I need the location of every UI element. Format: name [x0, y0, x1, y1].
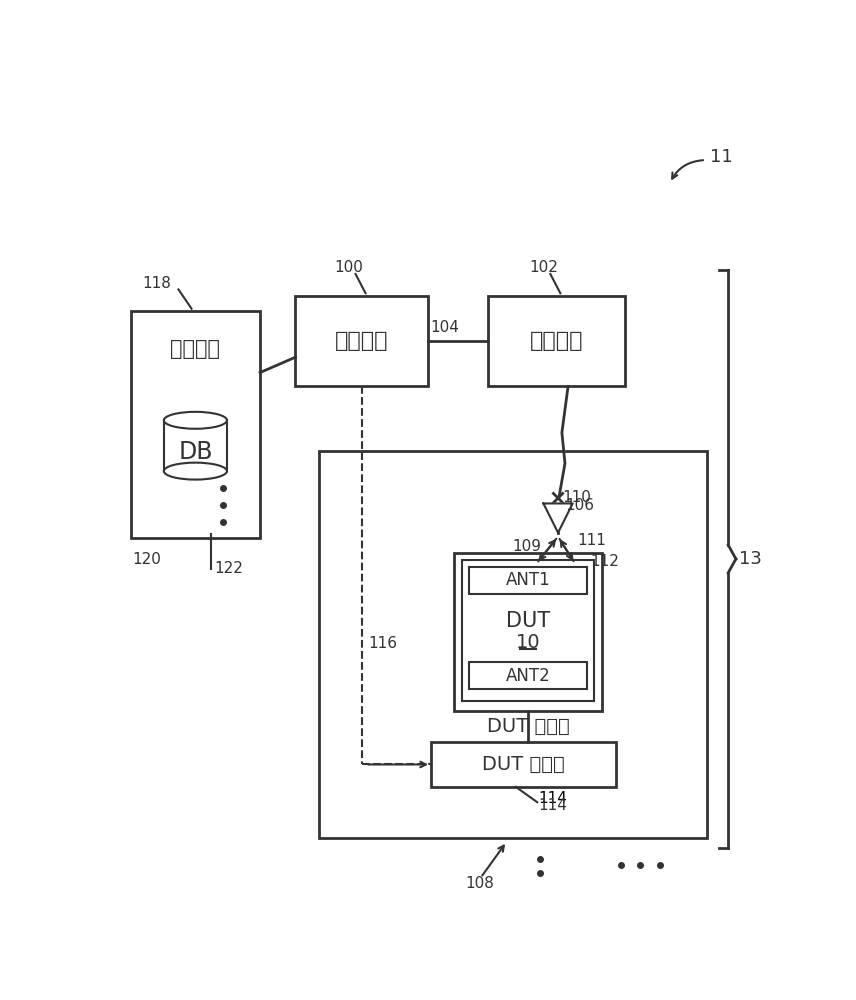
Text: 104: 104 — [431, 320, 459, 335]
Text: 106: 106 — [566, 498, 595, 513]
Bar — [488, 296, 625, 386]
Text: 109: 109 — [512, 539, 541, 554]
Bar — [454, 553, 602, 711]
Bar — [461, 560, 594, 701]
Text: 118: 118 — [142, 276, 171, 291]
Text: DB: DB — [178, 440, 212, 464]
Bar — [131, 311, 260, 538]
Text: 102: 102 — [530, 260, 558, 275]
Text: ANT1: ANT1 — [506, 571, 550, 589]
Text: 114: 114 — [538, 791, 568, 806]
Bar — [431, 742, 615, 787]
Text: 10: 10 — [515, 633, 540, 652]
Text: 120: 120 — [132, 552, 161, 567]
Text: DUT 固定器: DUT 固定器 — [487, 716, 569, 735]
Text: 108: 108 — [466, 876, 494, 891]
Polygon shape — [544, 503, 573, 533]
Text: 122: 122 — [215, 561, 243, 576]
Text: 13: 13 — [739, 550, 762, 568]
Bar — [318, 451, 707, 838]
Text: ANT2: ANT2 — [506, 667, 550, 685]
Text: 测试单元: 测试单元 — [530, 331, 583, 351]
Text: 测试主机: 测试主机 — [335, 331, 389, 351]
Text: 11: 11 — [710, 148, 733, 166]
Bar — [469, 662, 586, 689]
Text: DUT 旋转器: DUT 旋转器 — [482, 755, 565, 774]
Text: DUT: DUT — [506, 611, 550, 631]
Text: 110: 110 — [562, 490, 591, 505]
Text: 100: 100 — [335, 260, 364, 275]
Bar — [163, 420, 227, 471]
Bar — [469, 567, 586, 594]
Text: 111: 111 — [577, 533, 606, 548]
Ellipse shape — [163, 463, 227, 480]
Bar — [295, 296, 428, 386]
Text: 116: 116 — [368, 636, 397, 651]
Text: 112: 112 — [591, 554, 619, 569]
Text: 计算设备: 计算设备 — [170, 339, 220, 359]
Ellipse shape — [163, 412, 227, 429]
Text: 114: 114 — [538, 798, 568, 813]
